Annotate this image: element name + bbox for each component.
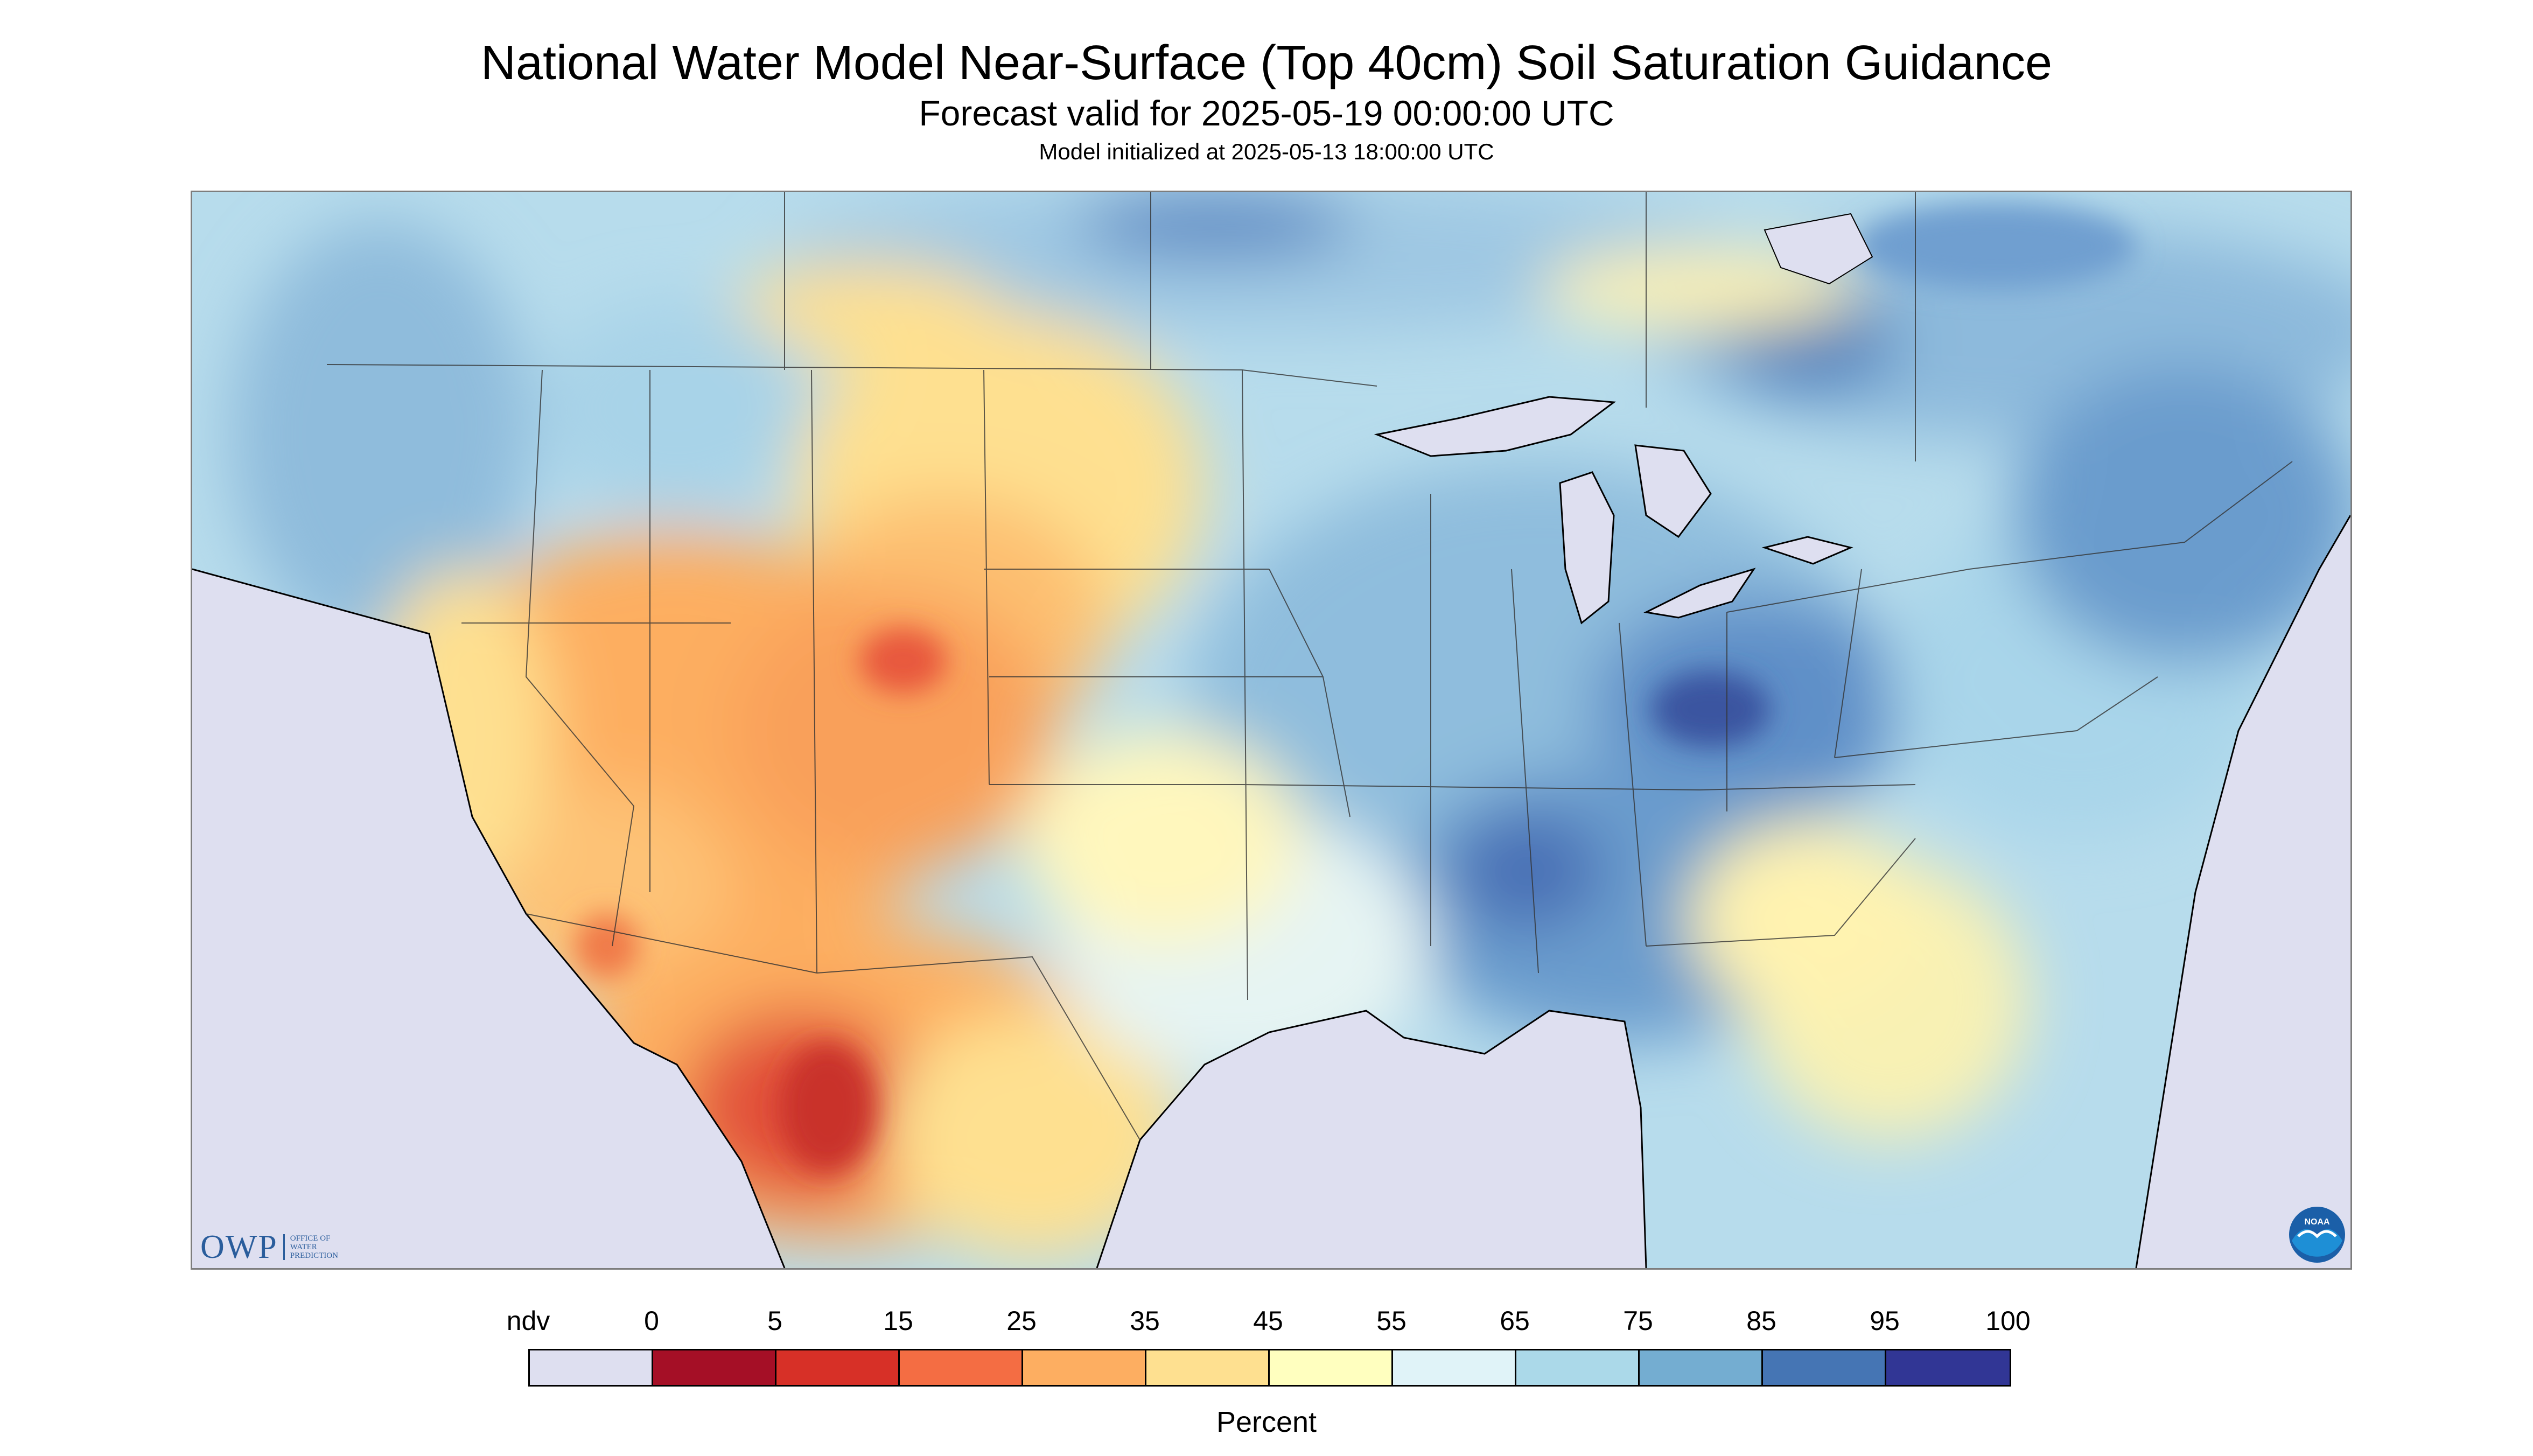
owp-logo-subtext: Office of Water Prediction bbox=[283, 1234, 338, 1260]
owp-sub-line: Water bbox=[290, 1243, 317, 1251]
legend-swatch bbox=[1270, 1350, 1393, 1385]
state-borders bbox=[326, 192, 2293, 1140]
owp-sub-line: Office of bbox=[290, 1234, 331, 1243]
legend-swatch bbox=[900, 1350, 1023, 1385]
legend-tick-label: 85 bbox=[1746, 1306, 1776, 1336]
legend-tick-label: 15 bbox=[883, 1306, 913, 1336]
legend-swatch bbox=[1023, 1350, 1146, 1385]
legend-tick-label: 25 bbox=[1006, 1306, 1037, 1336]
noaa-logo-text: NOAA bbox=[2304, 1217, 2330, 1227]
legend-tick-label: 5 bbox=[767, 1306, 782, 1336]
legend-tick-label: 100 bbox=[1985, 1306, 2031, 1336]
legend-swatch bbox=[530, 1350, 653, 1385]
legend-tick-label: 35 bbox=[1130, 1306, 1160, 1336]
map-title: National Water Model Near-Surface (Top 4… bbox=[480, 36, 2052, 90]
coastline bbox=[192, 515, 2350, 1268]
legend-tick-label: 95 bbox=[1870, 1306, 1900, 1336]
legend-swatch bbox=[653, 1350, 776, 1385]
legend-swatch bbox=[1393, 1350, 1516, 1385]
legend-tick-label: 0 bbox=[644, 1306, 659, 1336]
owp-sub-line: Prediction bbox=[290, 1251, 338, 1260]
noaa-seagull-logo-icon: NOAA bbox=[2289, 1207, 2345, 1263]
legend-swatch bbox=[1640, 1350, 1763, 1385]
model-initialized-line: Model initialized at 2025-05-13 18:00:00… bbox=[1039, 139, 1494, 164]
legend-swatch bbox=[1886, 1350, 2010, 1385]
legend-tick-label: ndv bbox=[506, 1306, 550, 1336]
soil-saturation-map bbox=[191, 191, 2352, 1270]
james-bay bbox=[1764, 213, 1873, 285]
legend-tick-label: 55 bbox=[1376, 1306, 1407, 1336]
legend-swatch bbox=[1516, 1350, 1640, 1385]
legend-swatch bbox=[1146, 1350, 1270, 1385]
legend-tick-label: 65 bbox=[1500, 1306, 1530, 1336]
legend-swatch bbox=[776, 1350, 900, 1385]
great-lakes bbox=[1374, 396, 1853, 625]
forecast-valid-subtitle: Forecast valid for 2025-05-19 00:00:00 U… bbox=[919, 93, 1614, 133]
color-legend-bar bbox=[528, 1349, 2011, 1387]
owp-logo: OWP Office of Water Prediction bbox=[200, 1226, 338, 1269]
legend-swatch bbox=[1763, 1350, 1886, 1385]
legend-units-label: Percent bbox=[1216, 1406, 1317, 1438]
legend-tick-label: 45 bbox=[1253, 1306, 1283, 1336]
owp-logo-text: OWP bbox=[200, 1228, 278, 1265]
map-canvas bbox=[192, 192, 2350, 1268]
legend-tick-label: 75 bbox=[1623, 1306, 1653, 1336]
